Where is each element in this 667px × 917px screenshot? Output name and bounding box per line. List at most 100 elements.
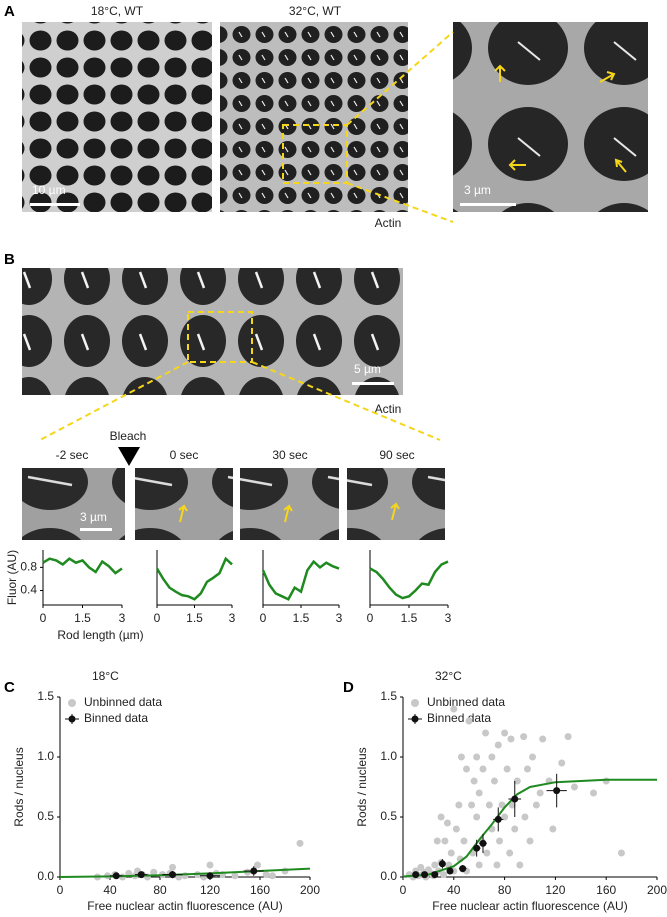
- data-point: [498, 801, 506, 809]
- x-tick-label: 0: [260, 611, 267, 625]
- scale-bar: [30, 203, 80, 206]
- micrograph: [135, 468, 233, 540]
- data-point: [231, 872, 239, 880]
- x-tick-label: 160: [250, 883, 270, 897]
- x-tick-label: 0: [154, 611, 161, 625]
- data-point: [437, 813, 445, 821]
- x-tick-label: 120: [200, 883, 220, 897]
- y-tick-label: 1.5: [380, 689, 397, 703]
- legend-label: Unbinned data: [427, 695, 505, 709]
- micrograph: [240, 468, 339, 540]
- data-point: [490, 777, 498, 785]
- zoom-line: [346, 182, 454, 223]
- fit-line: [402, 778, 657, 878]
- data-point: [200, 873, 208, 881]
- binned-point: [553, 787, 561, 795]
- data-point: [463, 765, 470, 773]
- data-point: [523, 765, 531, 773]
- profile-line: [369, 560, 449, 600]
- chart-title: 18°C: [92, 669, 119, 683]
- frame-time: 90 sec: [379, 448, 414, 462]
- data-point: [602, 777, 610, 785]
- x-tick-label: 3: [445, 611, 452, 625]
- image-title: 18°C, WT: [91, 4, 144, 18]
- arrows: [178, 502, 400, 523]
- panel-label: A: [4, 3, 15, 20]
- y-tick-label: 0.5: [380, 809, 397, 823]
- x-tick-label: 0: [367, 611, 374, 625]
- x-tick-label: 1.5: [401, 611, 418, 625]
- x-tick-label: 1.5: [74, 611, 91, 625]
- data-point: [475, 861, 483, 869]
- data-point: [450, 705, 458, 713]
- data-point: [503, 765, 511, 773]
- data-point: [485, 801, 493, 809]
- data-point: [206, 861, 214, 869]
- frame-time: 0 sec: [170, 448, 199, 462]
- data-point: [558, 759, 566, 767]
- data-point: [475, 789, 483, 797]
- binned-point: [438, 860, 446, 868]
- data-point: [516, 861, 524, 869]
- scale-bar-label: 5 µm: [354, 362, 381, 376]
- data-point: [511, 825, 519, 833]
- binned-point: [112, 872, 120, 880]
- zoom-line: [346, 31, 454, 126]
- x-tick-label: 3: [229, 611, 236, 625]
- data-point: [440, 871, 448, 879]
- data-point: [473, 753, 481, 761]
- bleach-marker: [118, 447, 140, 466]
- data-point: [457, 753, 465, 761]
- data-point: [468, 801, 476, 809]
- frame-time: -2 sec: [56, 448, 89, 462]
- zoom-box: [282, 124, 348, 184]
- y-tick-label: 0.5: [37, 809, 54, 823]
- x-tick-label: 3: [119, 611, 126, 625]
- y-tick-label: 1.5: [37, 689, 54, 703]
- data-point: [521, 813, 529, 821]
- binned-point: [206, 872, 214, 880]
- x-tick-label: 40: [447, 883, 461, 897]
- data-point: [460, 837, 468, 845]
- data-point: [529, 753, 537, 761]
- y-tick-label: 1.0: [380, 749, 397, 763]
- x-axis-label: Free nuclear actin fluorescence (AU): [432, 899, 627, 913]
- legend-marker: [411, 715, 419, 723]
- x-axis-label: Free nuclear actin fluorescence (AU): [87, 899, 282, 913]
- data-point: [443, 819, 451, 827]
- binned-point: [137, 871, 145, 879]
- arrows: [494, 64, 627, 173]
- data-point: [447, 849, 455, 857]
- data-point: [262, 871, 270, 879]
- data-point: [169, 863, 176, 871]
- data-point: [501, 729, 509, 737]
- y-axis-label: Fluor (AU): [5, 550, 19, 605]
- data-point: [473, 813, 481, 821]
- data-point: [269, 872, 276, 880]
- y-tick-label: 0.0: [380, 869, 397, 883]
- binned-point: [421, 871, 429, 879]
- scale-bar-label: 10 µm: [32, 183, 66, 197]
- zoom-line: [39, 361, 189, 441]
- y-tick-label: 0.0: [37, 869, 54, 883]
- legend-marker: [68, 715, 76, 723]
- data-point: [482, 729, 490, 737]
- data-point: [513, 777, 521, 785]
- data-point: [539, 735, 547, 743]
- x-tick-label: 0: [40, 611, 47, 625]
- zoom-line: [251, 361, 441, 441]
- x-tick-label: 40: [103, 883, 117, 897]
- binned-point: [431, 871, 439, 879]
- data-point: [520, 733, 528, 741]
- data-point: [441, 837, 449, 845]
- x-tick-label: 80: [498, 883, 512, 897]
- legend-label: Binned data: [427, 711, 491, 725]
- x-tick-label: 3: [336, 611, 343, 625]
- data-point: [536, 789, 544, 797]
- data-point: [549, 825, 557, 833]
- panel-label: B: [4, 251, 15, 268]
- data-point: [296, 839, 304, 847]
- binned-point: [473, 844, 481, 852]
- scale-bar: [80, 528, 112, 531]
